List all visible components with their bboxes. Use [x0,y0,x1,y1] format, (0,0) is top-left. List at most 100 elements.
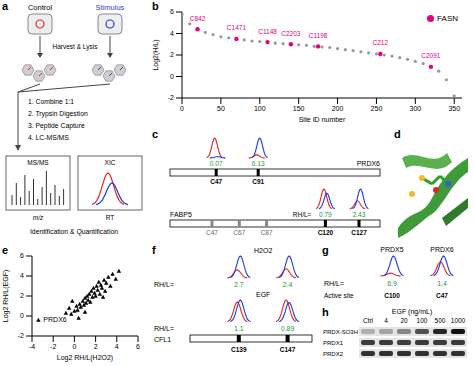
svg-text:150: 150 [293,105,305,112]
svg-text:100: 100 [417,317,428,324]
svg-text:1.1: 1.1 [234,325,244,332]
svg-text:100: 100 [254,105,266,112]
svg-text:C1471: C1471 [227,24,247,31]
svg-text:2.7: 2.7 [234,281,244,288]
svg-text:500: 500 [435,317,446,324]
svg-text:2: 2 [170,51,174,58]
svg-text:-2: -2 [18,332,24,339]
svg-text:4: 4 [20,272,24,279]
svg-text:Stimulus: Stimulus [96,3,125,12]
svg-text:FABP5: FABP5 [170,211,192,218]
svg-text:6.13: 6.13 [252,160,265,167]
svg-text:Ctrl: Ctrl [363,317,374,324]
svg-text:4: 4 [384,317,388,324]
svg-text:d: d [394,128,401,140]
svg-text:Control: Control [28,3,53,12]
svg-text:300: 300 [409,105,421,112]
svg-text:4. LC-MS/MS: 4. LC-MS/MS [28,134,69,141]
svg-text:PRDX2: PRDX2 [323,351,344,357]
svg-text:RH/L=: RH/L= [324,280,344,287]
svg-text:350: 350 [448,105,460,112]
svg-text:0: 0 [170,73,174,80]
svg-text:Log2 RH/L(H2O2): Log2 RH/L(H2O2) [57,354,113,362]
svg-text:C2091: C2091 [421,52,441,59]
svg-text:0: 0 [20,312,24,319]
svg-text:6: 6 [170,8,174,15]
svg-text:-4: -4 [29,343,35,350]
svg-text:EGF (ng/mL): EGF (ng/mL) [392,308,432,316]
svg-text:50: 50 [217,105,225,112]
svg-text:-2: -2 [50,343,56,350]
svg-text:PRDX5: PRDX5 [380,246,403,253]
svg-text:-2: -2 [168,94,174,101]
svg-text:3. Peptide Capture: 3. Peptide Capture [28,122,85,130]
svg-text:C87: C87 [261,229,273,236]
svg-text:PRDX6: PRDX6 [430,246,453,253]
svg-text:C127: C127 [351,229,367,236]
svg-text:C1148: C1148 [258,28,277,35]
svg-text:C212: C212 [373,39,389,46]
svg-text:1.4: 1.4 [437,280,447,287]
svg-text:CFL1: CFL1 [154,336,171,343]
svg-text:2: 2 [20,292,24,299]
html-text:FASN: FASN [437,14,458,23]
svg-text:C842: C842 [190,15,206,22]
svg-text:XIC: XIC [105,159,116,166]
svg-text:Harvest & Lysis: Harvest & Lysis [53,43,99,51]
svg-text:RH/L=: RH/L= [154,325,174,332]
svg-text:C2203: C2203 [281,30,301,37]
svg-text:MS/MS: MS/MS [27,159,49,166]
svg-text:Log2 RH/L(EGF): Log2 RH/L(EGF) [2,270,10,323]
svg-text:4: 4 [170,30,174,37]
svg-text:C100: C100 [384,292,400,299]
svg-text:PRDX6: PRDX6 [357,160,380,167]
svg-text:2: 2 [94,343,98,350]
svg-text:0: 0 [180,105,184,112]
svg-text:h: h [322,306,329,318]
svg-text:PRDX6: PRDX6 [43,316,66,323]
svg-text:250: 250 [371,105,383,112]
svg-text:1000: 1000 [451,317,466,324]
svg-text:PRDX-SO3H: PRDX-SO3H [323,329,358,335]
svg-text:e: e [2,244,8,256]
svg-text:2. Trypsin Digestion: 2. Trypsin Digestion [28,110,88,118]
svg-text:6: 6 [20,252,24,259]
svg-text:200: 200 [332,105,344,112]
svg-text:6.9: 6.9 [387,280,397,287]
svg-text:20: 20 [400,317,408,324]
svg-text:Identification & Quantificatio: Identification & Quantification [30,228,118,236]
svg-text:c: c [152,128,158,140]
svg-text:H2O2: H2O2 [254,247,272,254]
svg-text:2.4: 2.4 [283,281,293,288]
svg-text:0.07: 0.07 [210,160,223,167]
svg-text:C139: C139 [231,346,247,353]
svg-text:1. Combine 1:1: 1. Combine 1:1 [28,98,74,105]
svg-text:Log2(H/L): Log2(H/L) [152,39,160,70]
svg-text:C120: C120 [318,229,334,236]
svg-text:C67: C67 [233,229,245,236]
svg-text:RT: RT [106,214,115,221]
svg-text:0.79: 0.79 [319,211,332,218]
svg-text:g: g [322,244,329,256]
svg-text:b: b [152,0,159,12]
svg-text:C147: C147 [280,346,296,353]
svg-text:C1198: C1198 [309,32,328,39]
svg-text:C47: C47 [206,229,218,236]
svg-text:a: a [2,0,9,12]
svg-text:PRDX1: PRDX1 [323,340,344,346]
svg-text:0.89: 0.89 [281,325,295,332]
svg-text:0: 0 [72,343,76,350]
svg-text:4: 4 [115,343,119,350]
svg-text:6: 6 [136,343,140,350]
svg-text:2.43: 2.43 [353,211,366,218]
svg-text:RH/L=: RH/L= [293,211,312,218]
svg-text:Site ID number: Site ID number [299,116,346,123]
svg-text:Active site: Active site [324,292,354,299]
svg-text:C47: C47 [210,178,222,185]
svg-text:C91: C91 [252,178,264,185]
svg-text:f: f [152,244,156,256]
svg-text:m/z: m/z [33,214,44,221]
svg-text:RH/L=: RH/L= [154,281,174,288]
svg-text:C47: C47 [436,292,448,299]
svg-text:EGF: EGF [256,291,270,298]
